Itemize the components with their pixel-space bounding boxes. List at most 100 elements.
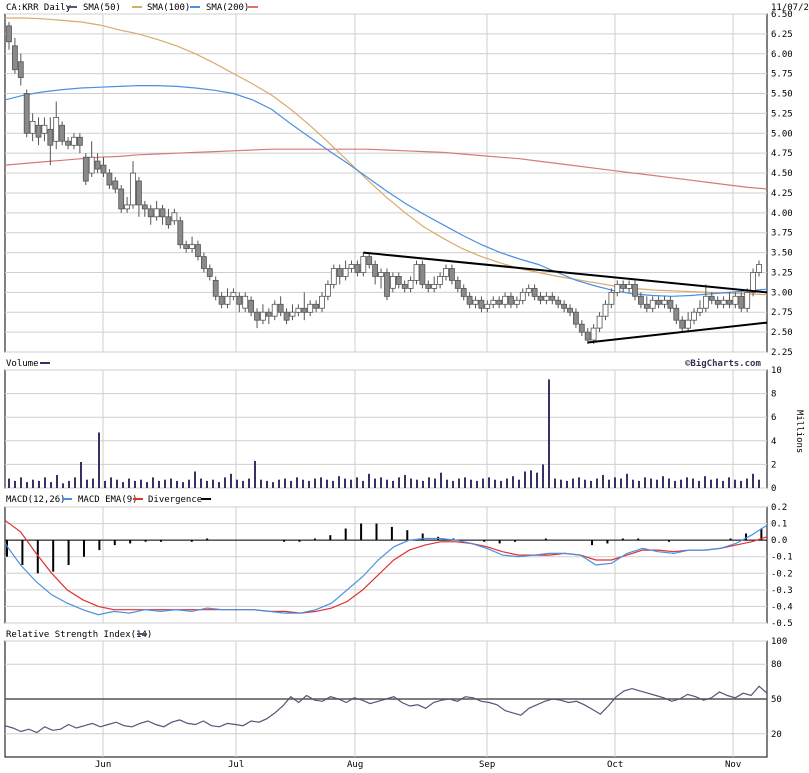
candle bbox=[437, 275, 444, 285]
volume-bar bbox=[32, 479, 34, 488]
volume-bar bbox=[752, 473, 754, 488]
volume-bar bbox=[50, 482, 52, 488]
candle bbox=[35, 124, 42, 138]
candle bbox=[738, 295, 745, 309]
volume-bar bbox=[530, 470, 532, 488]
volume-bar bbox=[410, 478, 412, 488]
volume-bar bbox=[278, 479, 280, 488]
volume-panel: 0 2 4 6 8 10 Volume ©BigCharts.com Millions bbox=[4, 358, 804, 494]
candle bbox=[236, 295, 243, 305]
candle bbox=[460, 287, 467, 297]
candle bbox=[171, 212, 178, 222]
volume-bar bbox=[446, 479, 448, 488]
y-tick-label: 6 bbox=[771, 413, 776, 423]
candle bbox=[230, 291, 237, 297]
volume-bar bbox=[80, 462, 82, 488]
y-tick-label: 2.50 bbox=[771, 328, 793, 338]
volume-bar bbox=[284, 478, 286, 488]
divergence-legend-swatch bbox=[201, 498, 211, 500]
y-tick-label: 5.00 bbox=[771, 129, 793, 139]
volume-bar bbox=[152, 477, 154, 488]
candle bbox=[295, 307, 302, 313]
candle bbox=[703, 295, 709, 309]
volume-bar bbox=[134, 480, 136, 488]
candle bbox=[708, 295, 715, 301]
candle bbox=[496, 299, 503, 305]
volume-bar bbox=[44, 477, 46, 488]
volume-bar bbox=[758, 479, 760, 488]
volume-bar bbox=[674, 480, 676, 488]
candle bbox=[6, 25, 12, 43]
volume-bar bbox=[128, 478, 130, 488]
candle bbox=[200, 256, 207, 269]
candle bbox=[620, 283, 627, 289]
volume-bar bbox=[428, 477, 430, 488]
volume-bar bbox=[506, 478, 508, 488]
candle bbox=[41, 124, 48, 134]
volume-bar bbox=[86, 479, 88, 488]
candle bbox=[531, 287, 538, 297]
candle bbox=[206, 268, 213, 277]
candle bbox=[342, 268, 349, 277]
price-legend: CA:KRR Daily SMA(50) SMA(100) SMA(200) 1… bbox=[6, 3, 809, 13]
volume-bar bbox=[566, 480, 568, 488]
y-tick-label: 5.25 bbox=[771, 109, 793, 119]
candle bbox=[466, 295, 473, 305]
candle bbox=[732, 295, 739, 305]
price-panel: 2.25 2.50 2.75 3.00 3.25 3.50 3.75 4.00 4.25 4.50… bbox=[4, 3, 809, 358]
candle bbox=[112, 180, 119, 190]
candle bbox=[189, 244, 196, 250]
volume-bar bbox=[554, 478, 556, 488]
candle bbox=[265, 311, 272, 317]
y-tick-label: 8 bbox=[771, 390, 776, 400]
candle bbox=[88, 156, 95, 174]
volume-bar bbox=[482, 478, 484, 488]
candle bbox=[431, 283, 438, 289]
volume-bar bbox=[170, 478, 172, 488]
candle bbox=[130, 172, 136, 206]
candle bbox=[454, 279, 461, 289]
volume-bar bbox=[614, 477, 616, 488]
volume-bar bbox=[704, 476, 706, 488]
divergence-legend-label: Divergence bbox=[148, 495, 202, 505]
candle bbox=[77, 136, 83, 146]
volume-bar bbox=[470, 479, 472, 488]
candle bbox=[147, 208, 154, 218]
candle bbox=[490, 299, 497, 305]
y-tick-label: 6.00 bbox=[771, 50, 793, 60]
candle bbox=[614, 283, 621, 293]
candle bbox=[750, 272, 756, 293]
y-tick-label: 4.25 bbox=[771, 189, 793, 199]
volume-bar bbox=[212, 479, 214, 488]
volume-bar bbox=[92, 478, 94, 488]
y-tick-label: 100 bbox=[771, 637, 787, 647]
candle bbox=[407, 279, 414, 289]
volume-bar bbox=[218, 482, 220, 488]
candle bbox=[319, 295, 325, 309]
volume-bar bbox=[542, 464, 544, 488]
y-tick-label: 4.50 bbox=[771, 169, 793, 179]
y-tick-label: 0.0 bbox=[771, 536, 787, 546]
candle bbox=[608, 291, 615, 305]
volume-legend-swatch bbox=[40, 362, 50, 364]
candle bbox=[283, 311, 290, 321]
y-tick-label: 20 bbox=[771, 730, 782, 740]
volume-bar bbox=[440, 472, 442, 488]
x-tick-label: Sep bbox=[479, 760, 495, 770]
volume-bar bbox=[734, 479, 736, 488]
volume-bar bbox=[332, 480, 334, 488]
y-tick-label: 4.75 bbox=[771, 149, 793, 159]
volume-bar bbox=[572, 478, 574, 488]
volume-bar bbox=[452, 480, 454, 488]
y-tick-label: 6.50 bbox=[771, 10, 793, 20]
rsi-panel: 20 50 80 100 Relative Strength Index(14) bbox=[4, 630, 787, 758]
volume-bar bbox=[596, 478, 598, 488]
volume-bar bbox=[116, 479, 118, 488]
y-tick-label: 3.75 bbox=[771, 229, 793, 239]
candle bbox=[242, 295, 249, 309]
candle bbox=[153, 208, 160, 218]
candle bbox=[425, 283, 432, 289]
volume-bar bbox=[434, 478, 436, 488]
sma50-legend-label: SMA(50) bbox=[83, 3, 121, 13]
x-tick-label: Nov bbox=[725, 760, 741, 770]
